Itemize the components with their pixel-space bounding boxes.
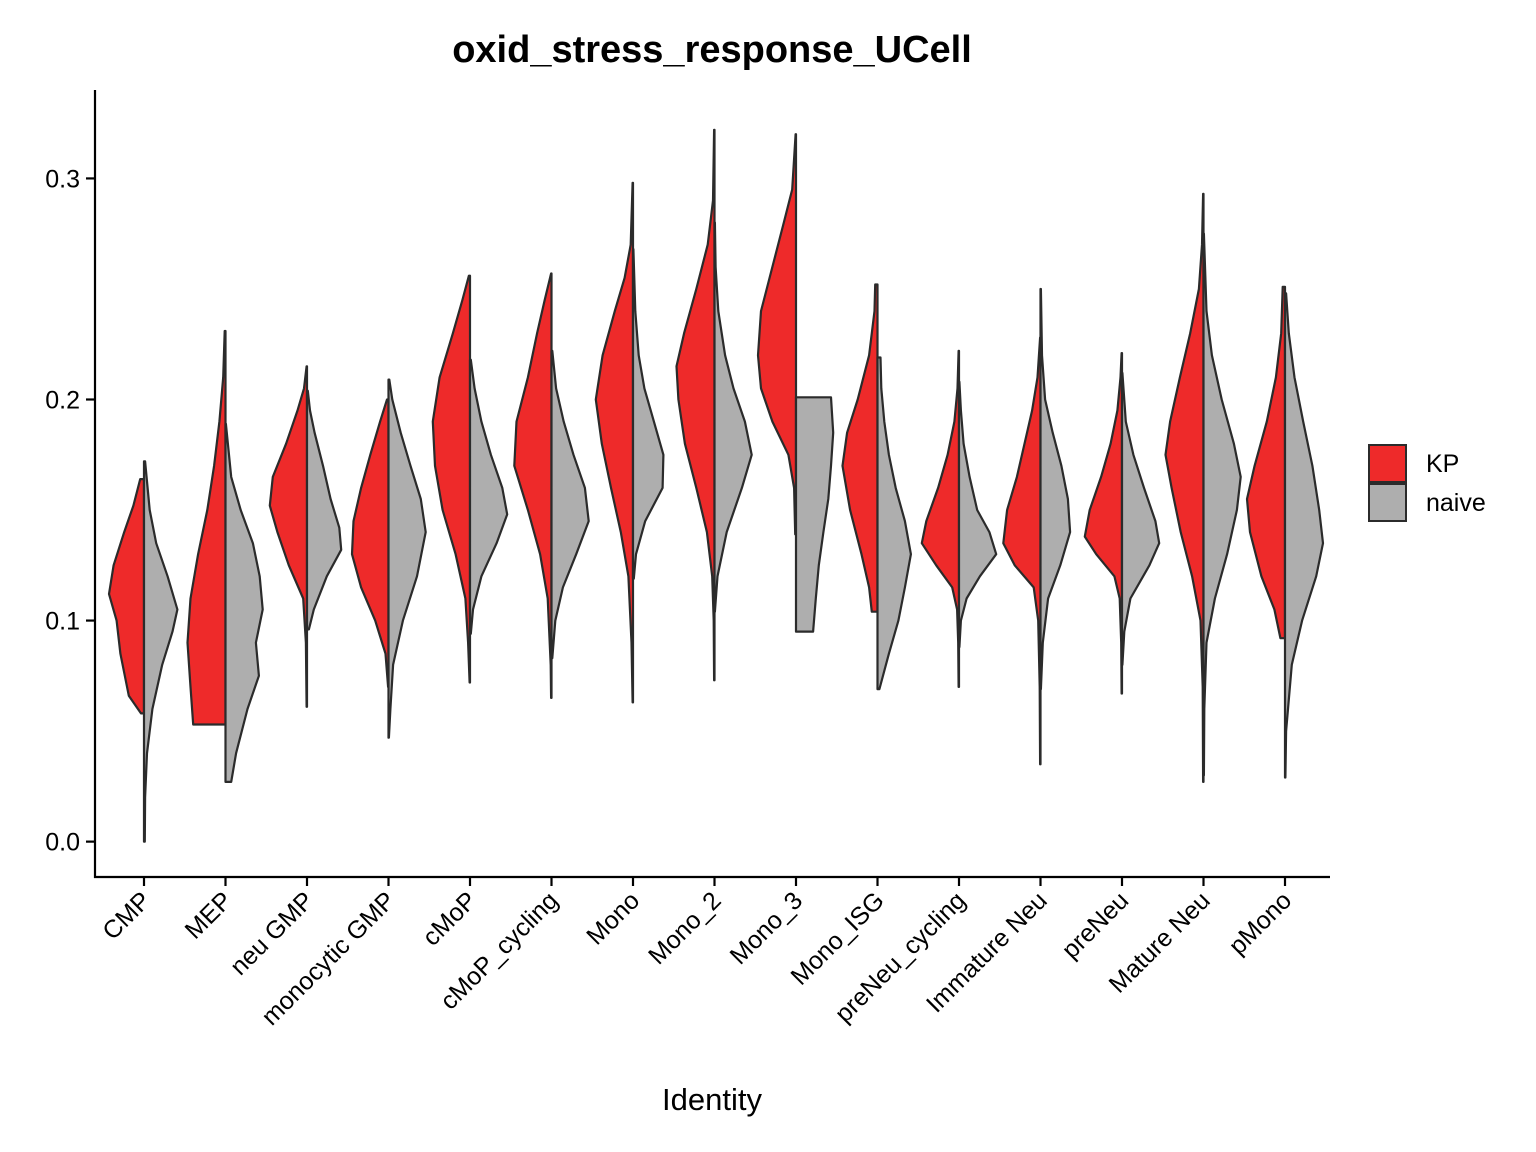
violin-naive-preneu — [1120, 371, 1161, 666]
violin-kp-mature-neu — [1164, 192, 1205, 783]
violin-kp-mono — [594, 181, 635, 704]
legend-label-kp: KP — [1426, 450, 1459, 478]
x-tick-label: Mono_2 — [643, 886, 727, 970]
x-tick-label: preNeu — [1056, 886, 1134, 964]
y-tick-label: 0.0 — [45, 829, 80, 857]
legend-key-naive — [1368, 483, 1407, 522]
violin-kp-pmono — [1245, 285, 1287, 640]
x-tick-label: pMono — [1223, 886, 1297, 960]
x-tick-label: MEP — [180, 886, 238, 944]
violin-naive-monocytic-gmp — [387, 378, 427, 739]
y-axis: 0.0 0.1 0.2 0.3 — [45, 90, 97, 878]
violin-naive-mature-neu — [1202, 232, 1242, 777]
x-axis-title: Identity — [662, 1082, 762, 1117]
violin-kp-cmop-cycling — [513, 272, 553, 699]
y-tick-label: 0.3 — [45, 165, 80, 193]
legend-key-kp — [1368, 444, 1407, 483]
x-tick-label: Mono — [581, 886, 645, 950]
x-tick-label: Mono_3 — [725, 886, 809, 970]
y-tick-label: 0.2 — [45, 386, 80, 414]
violin-naive-cmop-cycling — [550, 349, 590, 660]
legend-label-naive: naive — [1426, 489, 1486, 517]
violin-kp-mono-3 — [756, 133, 798, 536]
violin-naive-pmono — [1283, 292, 1325, 779]
violin-naive-mep — [224, 422, 264, 783]
violin-kp-immature-neu — [1002, 336, 1042, 766]
chart-title: oxid_stress_response_UCell — [452, 29, 972, 71]
violin-kp-preneu — [1083, 352, 1124, 695]
violin-naive-mono-isg — [876, 356, 912, 691]
violin-kp-cmop — [431, 274, 472, 684]
violin-kp-cmp — [107, 478, 146, 715]
x-tick-label: CMP — [97, 886, 156, 945]
violin-naive-mono — [631, 248, 665, 580]
violin-kp-mono-2 — [675, 128, 716, 682]
violin-naive-mono-3 — [794, 396, 835, 633]
legend: KP naive — [1368, 444, 1486, 522]
violin-kp-mono-isg — [841, 283, 879, 613]
violin-naive-preneu-cycling — [957, 380, 998, 649]
violin-kp-neu-gmp — [268, 365, 309, 708]
violin-kp-monocytic-gmp — [350, 398, 390, 688]
violin-plot-area — [107, 128, 1325, 843]
violin-naive-cmp — [142, 460, 179, 843]
violin-kp-mep — [186, 329, 227, 726]
violin-naive-mono-2 — [713, 221, 753, 613]
violin-naive-cmop — [468, 358, 509, 635]
violin-naive-immature-neu — [1039, 287, 1072, 691]
y-tick-label: 0.1 — [45, 608, 80, 636]
violin-naive-neu-gmp — [305, 389, 343, 631]
violin-kp-preneu-cycling — [920, 349, 961, 688]
x-tick-label: cMoP — [417, 886, 482, 951]
